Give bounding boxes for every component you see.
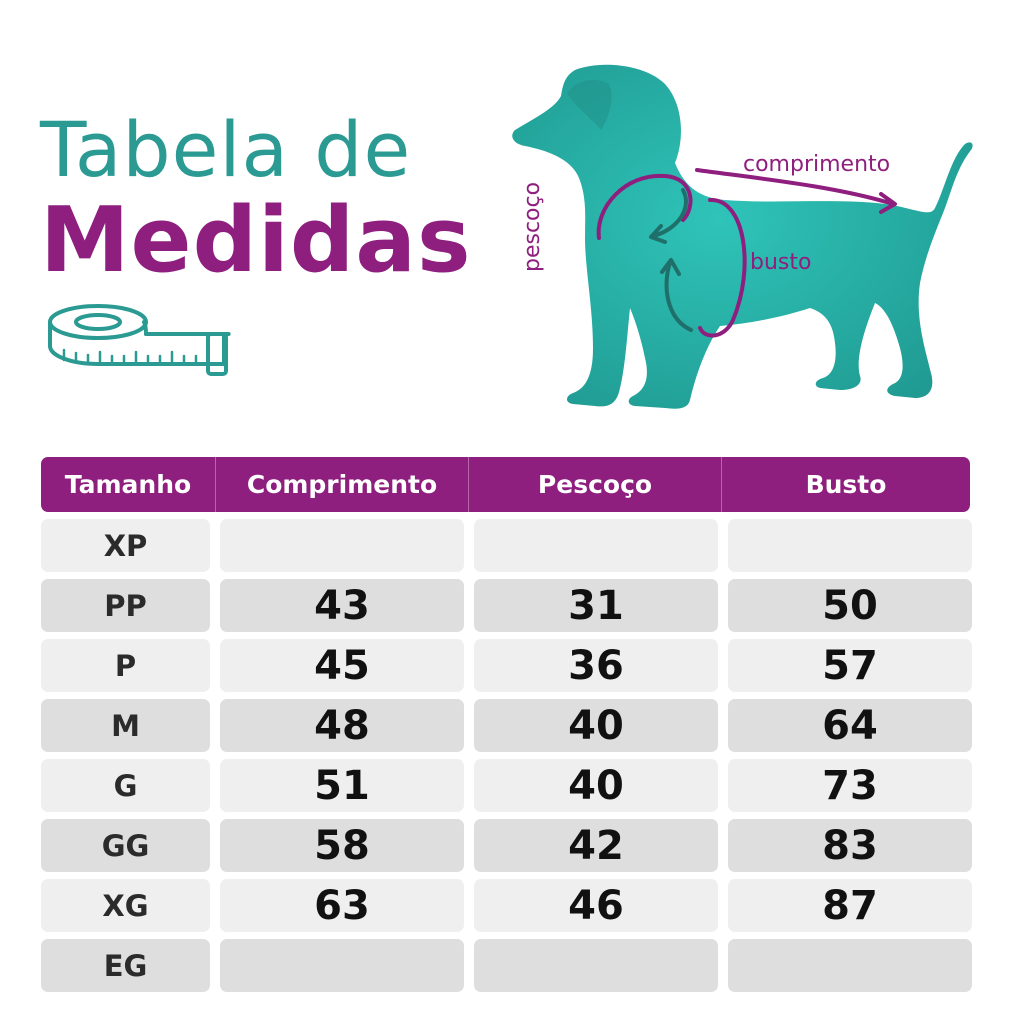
dog-illustration [512,64,973,409]
measuring-tape-icon [48,304,231,376]
comprimento-cell: 43 [220,579,464,632]
table-row: EG [41,939,972,992]
pescoco-cell: 40 [474,699,718,752]
comprimento-cell: 48 [220,699,464,752]
size-cell: G [41,759,210,812]
busto-cell: 57 [728,639,972,692]
label-comprimento: comprimento [743,152,891,177]
table-row: P 45 36 57 [41,639,972,692]
table-row: G 51 40 73 [41,759,972,812]
busto-cell [728,519,972,572]
size-cell: EG [41,939,210,992]
header-comprimento: Comprimento [215,457,468,512]
table-row: XG 63 46 87 [41,879,972,932]
header-busto: Busto [721,457,970,512]
pescoco-cell: 36 [474,639,718,692]
comprimento-cell: 63 [220,879,464,932]
pescoco-cell: 40 [474,759,718,812]
table-row: M 48 40 64 [41,699,972,752]
table-row: PP 43 31 50 [41,579,972,632]
title-line-2: Medidas [40,188,472,293]
table-header: Tamanho Comprimento Pescoço Busto [41,457,970,512]
table-row: XP [41,519,972,572]
pescoco-cell: 46 [474,879,718,932]
busto-cell: 64 [728,699,972,752]
title-line-1: Tabela de [40,105,412,194]
pescoco-cell: 42 [474,819,718,872]
label-busto: busto [750,250,812,275]
comprimento-cell: 58 [220,819,464,872]
size-cell: P [41,639,210,692]
pescoco-cell: 31 [474,579,718,632]
comprimento-cell [220,519,464,572]
comprimento-cell: 51 [220,759,464,812]
table-row: GG 58 42 83 [41,819,972,872]
busto-cell: 87 [728,879,972,932]
pescoco-cell [474,519,718,572]
pescoco-cell [474,939,718,992]
busto-cell: 50 [728,579,972,632]
label-pescoco: pescoço [520,181,545,272]
size-cell: M [41,699,210,752]
header-tamanho: Tamanho [64,470,192,499]
comprimento-cell: 45 [220,639,464,692]
size-cell: XG [41,879,210,932]
size-cell: XP [41,519,210,572]
size-cell: GG [41,819,210,872]
size-cell: PP [41,579,210,632]
busto-cell [728,939,972,992]
header-pescoco: Pescoço [468,457,721,512]
comprimento-cell [220,939,464,992]
busto-cell: 83 [728,819,972,872]
busto-cell: 73 [728,759,972,812]
size-table: Tamanho Comprimento Pescoço Busto XP PP … [41,457,972,992]
